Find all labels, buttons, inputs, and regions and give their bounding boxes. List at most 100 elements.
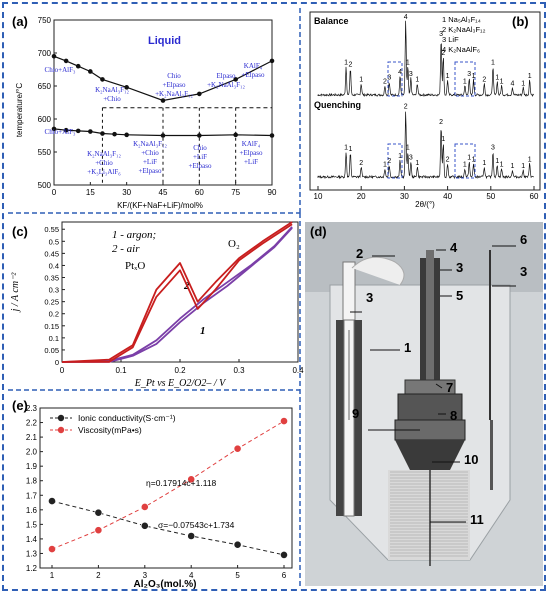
peak-label: 1	[441, 136, 445, 143]
peak-label: 2	[446, 156, 450, 163]
legend-entry: 3 LiF	[442, 35, 459, 44]
data-point	[160, 133, 166, 138]
phase-region-label: +LiF	[143, 158, 157, 166]
peak-label: 1	[491, 60, 495, 67]
phase-region-label: Chio+AlF₃	[45, 66, 76, 74]
x-axis-label: 2θ/(°)	[415, 200, 435, 209]
panel-letter: (c)	[12, 224, 28, 239]
x-tick-label: 30	[122, 188, 131, 197]
x-tick-label: 15	[86, 188, 95, 197]
phase-region-label: Chio	[167, 72, 181, 80]
data-point	[269, 58, 275, 64]
data-point	[233, 540, 242, 549]
y-tick-label: 0.25	[44, 298, 59, 307]
pt-oxide-label: PtₓO	[125, 260, 145, 272]
equation-viscosity: η=0.17914c+1.118	[146, 478, 217, 488]
x-tick-label: 45	[159, 188, 168, 197]
callout-label: 4	[450, 240, 458, 255]
y-tick-label: 0.4	[49, 261, 59, 270]
x-axis-label: KF/(KF+NaF+LiF)/mol%	[117, 201, 203, 210]
callout-label: 11	[470, 512, 484, 527]
y-tick-label: 1.8	[26, 477, 38, 486]
panel-b: (b) Balance Quenching 1 Na₅Al₃F₁₄ 2 K₂Na…	[309, 11, 541, 209]
peak-label: 1	[383, 162, 387, 169]
data-point	[94, 508, 103, 517]
x-tick-label: 0	[60, 366, 65, 375]
y-tick-label: 0.1	[49, 334, 59, 343]
callout-label: 10	[464, 452, 478, 467]
data-point	[187, 532, 196, 540]
peak-label: 3	[409, 155, 413, 162]
y-tick-label: 550	[38, 148, 52, 157]
peak-label: 2	[387, 158, 391, 165]
phase-region-label: +Chio	[95, 159, 113, 167]
phase-region-label: KAlF₄	[244, 62, 263, 70]
peak-label: 4	[510, 80, 514, 87]
peak-label: 3	[387, 75, 391, 82]
balance-label: Balance	[314, 16, 349, 26]
x-tick-label: 50	[486, 192, 495, 201]
panel-letter: (b)	[512, 14, 529, 29]
data-point	[233, 77, 238, 82]
data-point	[140, 521, 149, 530]
callout-label: 1	[404, 340, 411, 355]
y-tick-label: 0	[55, 358, 59, 367]
phase-region-label: +Elpaso	[242, 71, 265, 79]
hatched-region	[388, 470, 470, 560]
data-point	[233, 444, 242, 453]
liquid-label: Liquid	[148, 35, 181, 47]
y-tick-label: 700	[38, 49, 52, 58]
phase-region-label: +LiF	[244, 158, 258, 166]
legend-marker	[57, 414, 65, 422]
peak-label: 1	[344, 145, 348, 152]
data-point	[88, 69, 93, 74]
y-tick-label: 1.6	[26, 506, 38, 515]
data-point	[124, 85, 129, 90]
y-tick-label: 1.7	[26, 491, 38, 500]
curve-label: 1	[200, 325, 206, 337]
y-tick-label: 2.3	[26, 404, 38, 413]
panel-a: (a) Liquid temperature/°C KF/(KF+NaF+LiF…	[12, 14, 277, 210]
peak-label: 1	[472, 156, 476, 163]
peak-label: 1	[344, 60, 348, 67]
quenching-label: Quenching	[314, 100, 361, 110]
peak-label: 1	[415, 160, 419, 167]
peak-label: 1	[472, 73, 476, 80]
y-tick-label: 0.5	[49, 237, 59, 246]
y-tick-label: 1.2	[26, 564, 38, 573]
y-tick-label: 500	[38, 181, 52, 190]
peak-label: 3	[491, 145, 495, 152]
x-axis-label: Al₂O₃(mol.%)	[134, 579, 197, 590]
cv-curve-2	[61, 221, 293, 363]
highlight-box	[454, 61, 476, 97]
phase-region-label: +Elpaso	[240, 149, 263, 157]
panel-letter: (e)	[12, 398, 28, 413]
peak-label: 1	[406, 145, 410, 152]
peak-label: 1	[500, 162, 504, 169]
cv-curve-1	[61, 227, 293, 363]
left-tube-top	[342, 261, 356, 321]
steam-cloud	[351, 256, 405, 286]
phase-region-label: K₂NaAl₃F₁₂	[95, 86, 129, 94]
x-tick-label: 30	[400, 192, 409, 201]
peak-label: 2	[404, 104, 408, 111]
middle-block	[397, 393, 463, 421]
panel-letter: (d)	[310, 224, 327, 239]
peak-label: 1	[521, 163, 525, 170]
y-tick-label: 0.05	[44, 346, 59, 355]
data-point	[197, 133, 202, 138]
panel-d: (d) 1 2 3 4 5 6 7 8 9 10 11 3 3	[305, 222, 543, 586]
highlight-box	[454, 143, 476, 179]
y-tick-label: 0.35	[44, 274, 59, 283]
peak-label: 1	[482, 160, 486, 167]
y-tick-label: 1.9	[26, 462, 38, 471]
data-point	[51, 126, 57, 132]
phase-region-label: K₂NaAl₃F₁₂	[133, 140, 167, 148]
x-tick-label: 1	[50, 571, 55, 580]
peak-label: 4	[404, 14, 408, 21]
data-point	[51, 54, 57, 59]
peak-label: 2	[441, 50, 445, 57]
x-tick-label: 0	[52, 188, 57, 197]
highlight-box	[387, 143, 403, 179]
